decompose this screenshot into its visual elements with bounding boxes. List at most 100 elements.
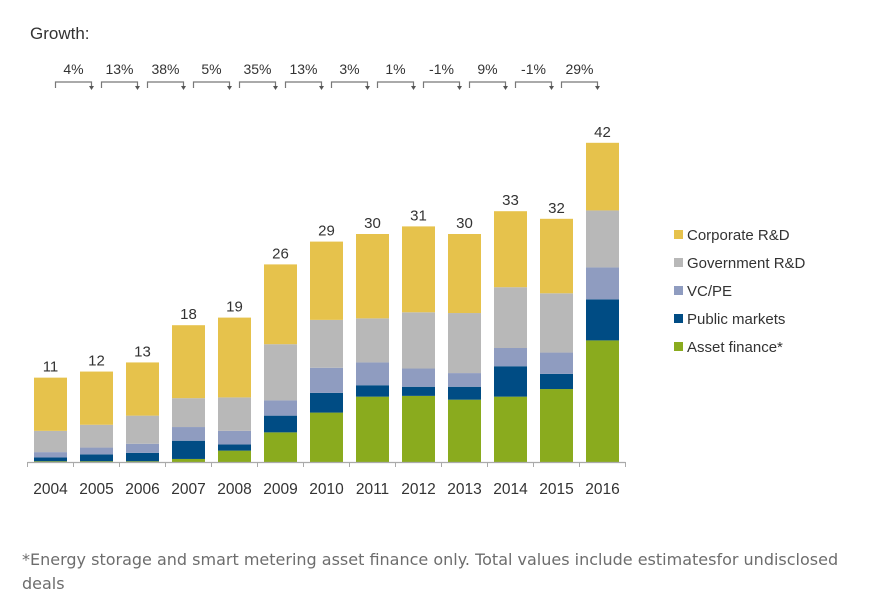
bar-segment-corporate-r-d-2010 [310,241,343,320]
growth-label: 13% [105,61,133,77]
bar-segment-public-markets-2005 [80,454,113,462]
total-label: 26 [272,245,289,262]
growth-label: 4% [63,61,83,77]
growth-arrow [54,81,93,88]
growth-arrow [422,81,461,88]
bar-segment-government-r-d-2010 [310,319,343,368]
legend-swatch [674,258,683,267]
x-tick-label: 2016 [585,481,619,498]
bar-segment-corporate-r-d-2011 [356,234,389,319]
bar-segment-asset-finance-2007 [172,458,205,462]
total-label: 31 [410,207,427,224]
bar-segment-vc-pe-2010 [310,367,343,393]
bar-segment-asset-finance-2014 [494,396,527,462]
growth-arrow [330,81,369,88]
total-label: 18 [180,306,197,323]
bar-segment-public-markets-2009 [264,415,297,433]
total-label: 13 [134,343,151,360]
growth-arrowhead [227,86,232,90]
bar-segment-public-markets-2015 [540,373,573,390]
bar-segment-government-r-d-2005 [80,424,113,448]
growth-annotations: 4% 13% 38% 5% 35% 13% 3% 1% -1% 9% -1% 29% [54,61,600,90]
total-label: 30 [456,215,473,232]
total-label: 32 [548,200,565,217]
bar-segment-vc-pe-2012 [402,368,435,387]
bar-segment-asset-finance-2012 [402,395,435,462]
x-tick-label: 2013 [447,481,481,498]
growth-label: 5% [201,61,221,77]
bar-segment-government-r-d-2013 [448,313,481,374]
legend-swatch [674,342,683,351]
bar-segment-corporate-r-d-2015 [540,218,573,294]
x-axis: 2004 2005 2006 2007 2008 2009 2010 2011 2012 2013… [27,461,626,498]
bar-segment-vc-pe-2014 [494,348,527,367]
legend-swatch [674,286,683,295]
legend-label: Asset finance* [687,339,783,356]
growth-label: 9% [477,61,497,77]
growth-arrowhead [595,86,600,90]
legend-label: Public markets [687,311,785,328]
bar-segment-public-markets-2010 [310,392,343,413]
growth-label: -1% [429,61,454,77]
bar-segment-vc-pe-2004 [34,452,67,458]
growth-arrowhead [135,86,140,90]
bar-segment-public-markets-2011 [356,385,389,397]
bars [34,142,619,462]
bar-segment-vc-pe-2013 [448,373,481,387]
bar-segment-vc-pe-2016 [586,267,619,300]
total-label: 11 [43,359,59,376]
growth-label: 38% [151,61,179,77]
bar-segment-government-r-d-2014 [494,287,527,348]
growth-arrow [560,81,599,88]
bar-segment-government-r-d-2008 [218,397,251,431]
bar-segment-government-r-d-2011 [356,318,389,363]
bar-segment-vc-pe-2008 [218,430,251,445]
growth-arrowhead [549,86,554,90]
total-label: 42 [594,124,611,141]
bar-segment-corporate-r-d-2014 [494,211,527,288]
growth-arrowhead [503,86,508,90]
x-tick-label: 2009 [263,481,297,498]
growth-arrowhead [365,86,370,90]
bar-segment-vc-pe-2007 [172,427,205,441]
growth-label: 35% [243,61,271,77]
bar-segment-public-markets-2016 [586,299,619,341]
x-tick-label: 2006 [125,481,159,498]
growth-title: Growth: [30,24,90,43]
bar-segment-vc-pe-2006 [126,443,159,453]
bar-segment-government-r-d-2006 [126,415,159,444]
bar-segment-government-r-d-2012 [402,312,435,369]
bar-segment-asset-finance-2013 [448,399,481,462]
bar-segment-public-markets-2012 [402,386,435,396]
bar-segment-asset-finance-2016 [586,340,619,462]
x-tick-label: 2011 [356,481,389,498]
bar-segment-corporate-r-d-2016 [586,142,619,211]
growth-arrowhead [273,86,278,90]
bar-segment-corporate-r-d-2006 [126,362,159,416]
growth-arrowhead [411,86,416,90]
total-label: 19 [226,299,243,316]
footnote: *Energy storage and smart metering asset… [22,550,839,593]
legend-swatch [674,230,683,239]
bar-segment-asset-finance-2010 [310,412,343,462]
growth-arrow [146,81,185,88]
bar-segment-asset-finance-2011 [356,396,389,462]
bar-segment-vc-pe-2015 [540,352,573,374]
x-tick-label: 2012 [401,481,435,498]
bar-segment-public-markets-2006 [126,452,159,462]
legend-swatch [674,314,683,323]
growth-arrow [376,81,415,88]
bar-segment-government-r-d-2015 [540,293,573,353]
bar-segment-public-markets-2013 [448,386,481,400]
x-tick-label: 2004 [33,481,68,498]
bar-segment-government-r-d-2016 [586,210,619,268]
x-tick-label: 2007 [171,481,205,498]
total-label: 12 [88,353,105,370]
growth-label: 13% [289,61,317,77]
growth-arrow [284,81,323,88]
bar-segment-asset-finance-2009 [264,432,297,462]
bar-segment-government-r-d-2007 [172,398,205,428]
bar-segment-corporate-r-d-2012 [402,226,435,313]
growth-arrow [514,81,553,88]
bar-segment-vc-pe-2011 [356,362,389,386]
